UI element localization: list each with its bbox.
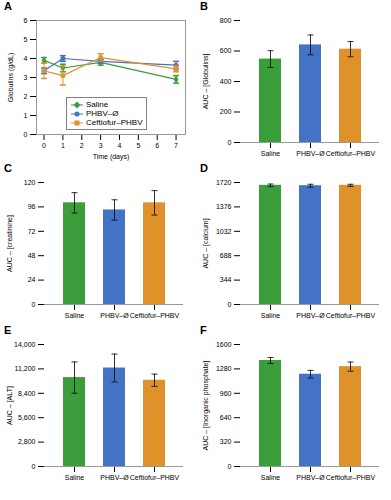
svg-text:Saline: Saline — [261, 474, 281, 481]
svg-text:4: 4 — [118, 142, 122, 149]
svg-text:320: 320 — [220, 438, 232, 445]
html-text:D: D — [200, 162, 208, 174]
svg-text:72: 72 — [28, 228, 36, 235]
svg-text:8,400: 8,400 — [18, 390, 36, 397]
svg-text:2: 2 — [80, 142, 84, 149]
svg-text:6: 6 — [24, 17, 28, 24]
svg-text:1600: 1600 — [216, 341, 232, 348]
svg-text:11,200: 11,200 — [15, 365, 36, 372]
svg-text:800: 800 — [220, 17, 232, 24]
svg-text:0: 0 — [228, 463, 232, 470]
svg-text:640: 640 — [220, 414, 232, 421]
svg-text:3: 3 — [24, 74, 28, 81]
svg-text:2: 2 — [24, 93, 28, 100]
svg-text:1: 1 — [24, 112, 28, 119]
svg-text:120: 120 — [24, 179, 36, 186]
svg-text:AUC – [ALT]: AUC – [ALT] — [6, 386, 14, 425]
svg-text:PHBV–Ø: PHBV–Ø — [296, 474, 325, 481]
svg-text:PHBV–Ø: PHBV–Ø — [296, 312, 325, 319]
svg-text:1: 1 — [61, 142, 65, 149]
svg-text:Ceftiofur–PHBV: Ceftiofur–PHBV — [326, 312, 376, 319]
svg-text:5: 5 — [136, 142, 140, 149]
svg-text:Ceftiofur–PHBV: Ceftiofur–PHBV — [326, 150, 376, 157]
svg-text:688: 688 — [220, 252, 232, 259]
svg-text:4: 4 — [24, 55, 28, 62]
html-text:C: C — [4, 162, 12, 174]
svg-text:600: 600 — [220, 47, 232, 54]
svg-text:96: 96 — [28, 203, 36, 210]
svg-text:400: 400 — [220, 78, 232, 85]
svg-text:AUC – [Globulins]: AUC – [Globulins] — [202, 54, 210, 110]
svg-text:AUC – [Inorganic phosphate]: AUC – [Inorganic phosphate] — [202, 361, 210, 451]
html-text:F: F — [200, 324, 207, 336]
svg-text:7: 7 — [174, 142, 178, 149]
svg-text:1280: 1280 — [216, 365, 232, 372]
svg-text:Time (days): Time (days) — [93, 153, 130, 161]
svg-text:24: 24 — [28, 276, 36, 283]
svg-text:Ceftiofur–PHBV: Ceftiofur–PHBV — [326, 474, 376, 481]
svg-text:PHBV–Ø: PHBV–Ø — [100, 312, 129, 319]
svg-text:Saline: Saline — [65, 312, 85, 319]
svg-text:Globulins (g/dL): Globulins (g/dL) — [7, 53, 15, 102]
svg-text:AUC – [creatinine]: AUC – [creatinine] — [6, 215, 14, 272]
html-text:A: A — [4, 0, 12, 12]
html-text:Saline: Saline — [86, 100, 109, 109]
svg-text:0: 0 — [24, 131, 28, 138]
html-text:E: E — [4, 324, 12, 336]
svg-text:344: 344 — [220, 276, 232, 283]
svg-text:14,000: 14,000 — [14, 341, 36, 348]
svg-text:5: 5 — [24, 36, 28, 43]
svg-text:0: 0 — [228, 139, 232, 146]
svg-text:0: 0 — [42, 142, 46, 149]
svg-text:2,800: 2,800 — [18, 438, 36, 445]
svg-text:PHBV–Ø: PHBV–Ø — [296, 150, 325, 157]
svg-text:200: 200 — [220, 108, 232, 115]
svg-text:Saline: Saline — [261, 150, 281, 157]
html-text:PHBV–Ø: PHBV–Ø — [86, 109, 119, 118]
svg-text:Saline: Saline — [65, 474, 85, 481]
svg-text:AUC – [calcium]: AUC – [calcium] — [202, 218, 210, 268]
svg-text:48: 48 — [28, 252, 36, 259]
svg-text:1376: 1376 — [216, 203, 232, 210]
svg-text:0: 0 — [32, 301, 36, 308]
svg-text:PHBV–Ø: PHBV–Ø — [100, 474, 129, 481]
svg-text:0: 0 — [228, 301, 232, 308]
html-text:B: B — [200, 0, 208, 12]
svg-text:3: 3 — [99, 142, 103, 149]
svg-text:960: 960 — [220, 390, 232, 397]
svg-text:Saline: Saline — [261, 312, 281, 319]
html-text:Ceftiofur–PHBV: Ceftiofur–PHBV — [86, 118, 143, 127]
svg-text:6: 6 — [155, 142, 159, 149]
svg-text:Ceftiofur–PHBV: Ceftiofur–PHBV — [130, 474, 180, 481]
svg-text:0: 0 — [32, 463, 36, 470]
svg-text:1032: 1032 — [216, 228, 232, 235]
svg-text:5,600: 5,600 — [18, 414, 36, 421]
svg-text:Ceftiofur–PHBV: Ceftiofur–PHBV — [130, 312, 180, 319]
svg-text:1720: 1720 — [216, 179, 232, 186]
